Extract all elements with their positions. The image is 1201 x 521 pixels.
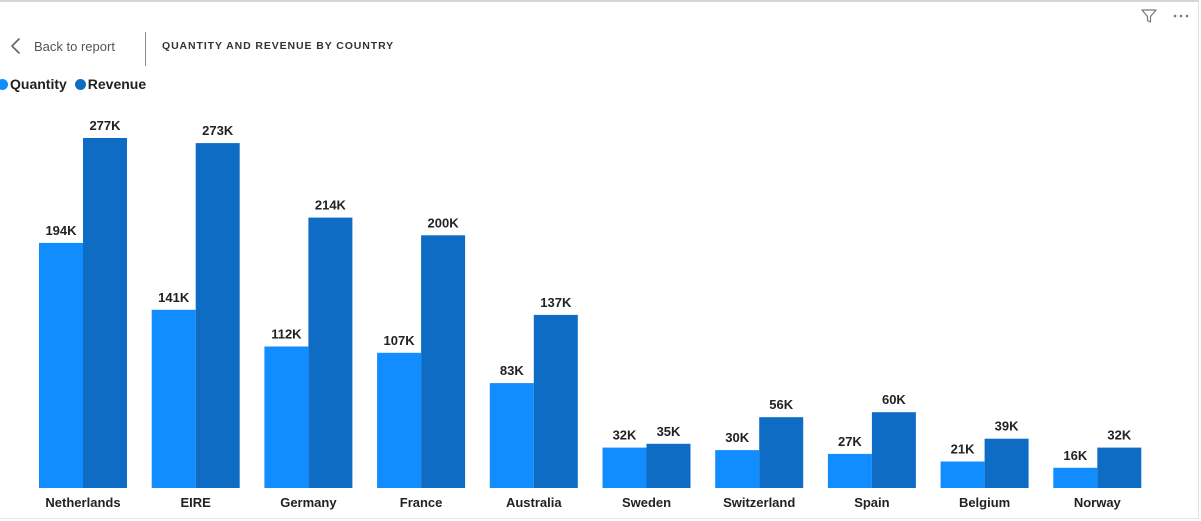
bar-revenue-germany[interactable] [308, 217, 353, 488]
filter-icon[interactable] [1139, 6, 1159, 26]
data-label-quantity-switzerland: 30K [725, 430, 749, 445]
bar-revenue-sweden[interactable] [646, 443, 691, 488]
legend-item-quantity[interactable]: Quantity [0, 76, 67, 92]
legend-item-revenue[interactable]: Revenue [74, 76, 147, 92]
data-label-quantity-spain: 27K [838, 434, 862, 449]
chevron-left-icon [11, 38, 20, 54]
more-options-icon[interactable] [1171, 6, 1191, 26]
bar-quantity-switzerland[interactable] [715, 450, 760, 488]
bar-revenue-france[interactable] [421, 235, 466, 488]
legend-dot-revenue [74, 78, 86, 90]
bar-quantity-netherlands[interactable] [39, 242, 83, 488]
data-label-revenue-australia: 137K [540, 295, 572, 310]
category-label-norway: Norway [1074, 495, 1122, 510]
back-to-report-label: Back to report [34, 38, 115, 54]
category-label-switzerland: Switzerland [723, 495, 795, 510]
data-label-revenue-spain: 60K [882, 392, 906, 407]
data-label-quantity-sweden: 32K [613, 428, 637, 443]
bar-quantity-belgium[interactable] [940, 461, 985, 489]
legend-label-revenue: Revenue [87, 76, 147, 92]
category-label-france: France [400, 495, 443, 510]
back-to-report-button[interactable]: Back to report [8, 36, 115, 56]
data-label-revenue-netherlands: 277K [89, 118, 121, 133]
bar-revenue-netherlands[interactable] [83, 138, 127, 488]
category-label-sweden: Sweden [622, 495, 671, 510]
category-label-belgium: Belgium [959, 495, 1010, 510]
data-label-quantity-norway: 16K [1063, 448, 1087, 463]
data-label-quantity-netherlands: 194K [45, 223, 77, 238]
data-label-quantity-belgium: 21K [951, 442, 975, 457]
data-label-revenue-france: 200K [428, 215, 460, 230]
category-label-spain: Spain [854, 495, 889, 510]
chart-legend: Quantity Revenue [0, 76, 146, 92]
data-label-quantity-france: 107K [384, 333, 416, 348]
data-label-quantity-eire: 141K [158, 290, 190, 305]
focus-mode-header: Back to report QUANTITY AND REVENUE BY C… [0, 30, 700, 66]
bar-quantity-germany[interactable] [264, 346, 309, 489]
bar-revenue-belgium[interactable] [984, 438, 1029, 488]
data-label-revenue-sweden: 35K [657, 424, 681, 439]
category-label-australia: Australia [506, 495, 562, 510]
data-label-quantity-germany: 112K [271, 327, 302, 342]
data-label-revenue-germany: 214K [315, 198, 347, 213]
bar-quantity-eire[interactable] [151, 309, 196, 488]
bar-revenue-norway[interactable] [1097, 447, 1142, 488]
category-label-germany: Germany [280, 495, 337, 510]
bar-revenue-australia[interactable] [533, 314, 578, 488]
data-label-revenue-norway: 32K [1107, 428, 1131, 443]
chart-title: QUANTITY AND REVENUE BY COUNTRY [162, 40, 395, 52]
legend-label-quantity: Quantity [10, 76, 67, 92]
bar-quantity-france[interactable] [377, 352, 422, 488]
bar-quantity-sweden[interactable] [602, 447, 647, 488]
category-label-netherlands: Netherlands [45, 495, 120, 510]
header-divider [145, 32, 146, 66]
data-label-revenue-belgium: 39K [995, 419, 1019, 434]
bar-quantity-norway[interactable] [1053, 467, 1098, 488]
visual-header-icons [1139, 6, 1191, 26]
data-label-quantity-australia: 83K [500, 363, 524, 378]
bar-revenue-eire[interactable] [195, 143, 240, 488]
bar-revenue-switzerland[interactable] [759, 417, 804, 488]
bar-revenue-spain[interactable] [871, 412, 916, 488]
category-label-eire: EIRE [181, 495, 212, 510]
data-label-revenue-eire: 273K [202, 123, 234, 138]
data-label-revenue-switzerland: 56K [769, 397, 793, 412]
bar-quantity-australia[interactable] [489, 383, 534, 488]
bar-quantity-spain[interactable] [827, 453, 872, 488]
legend-dot-quantity [0, 78, 8, 90]
